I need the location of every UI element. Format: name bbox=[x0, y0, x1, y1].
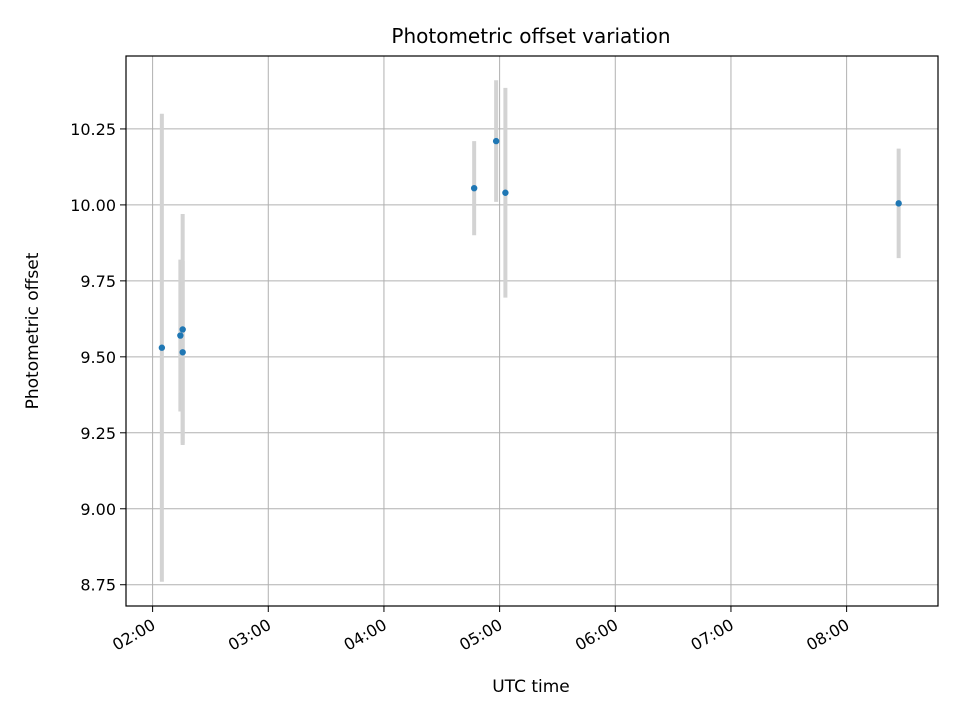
data-point bbox=[158, 344, 166, 351]
data-point bbox=[179, 349, 186, 356]
data-point bbox=[492, 137, 500, 145]
data-point bbox=[895, 200, 902, 207]
y-tick-label: 8.75 bbox=[80, 576, 116, 595]
data-points bbox=[158, 137, 902, 356]
grid bbox=[126, 56, 938, 606]
data-point bbox=[177, 332, 184, 339]
x-axis-title: UTC time bbox=[492, 677, 570, 697]
y-tick-label: 9.25 bbox=[80, 424, 116, 443]
y-tick-label: 9.00 bbox=[80, 500, 116, 519]
data-point bbox=[470, 184, 478, 192]
axes-frame bbox=[125, 55, 939, 607]
y-tick-label: 10.25 bbox=[70, 120, 116, 139]
y-tick-label: 10.00 bbox=[70, 196, 116, 215]
y-axis-title: Photometric offset bbox=[23, 252, 43, 409]
y-tick-label: 9.75 bbox=[80, 272, 116, 291]
data-point bbox=[179, 326, 186, 333]
chart-title: Photometric offset variation bbox=[391, 24, 670, 48]
y-tick-label: 9.50 bbox=[80, 348, 116, 367]
data-point bbox=[502, 189, 509, 196]
